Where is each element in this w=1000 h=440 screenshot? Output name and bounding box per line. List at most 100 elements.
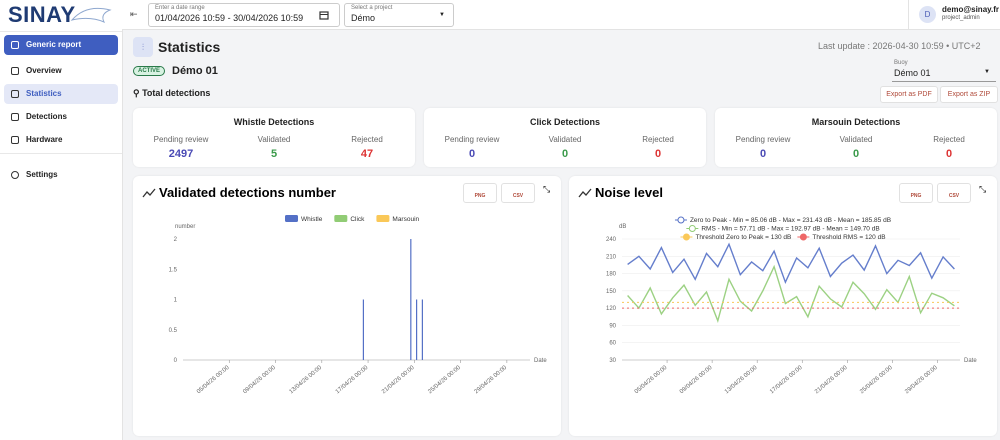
- legend-label: Click: [350, 216, 365, 223]
- menu-label: Detections: [26, 112, 67, 121]
- menu-item[interactable]: Overview: [4, 61, 118, 81]
- chart-card: Validated detections number 0 0.5 1 1.5 2 numb…: [133, 176, 561, 436]
- menu-item[interactable]: Statistics: [4, 84, 118, 104]
- menu-label: Hardware: [26, 135, 63, 144]
- card-title: Whistle Detections: [233, 117, 315, 127]
- stat-label: Pending review: [735, 135, 791, 144]
- y-tick-label: 1: [174, 298, 178, 304]
- menu-icon: [11, 41, 19, 49]
- detection-card: Marsouin Detections Pending review 0 Valida…: [715, 108, 997, 167]
- dropdown-arrow: ▼: [439, 12, 445, 18]
- menu-label: Overview: [26, 66, 62, 75]
- legend-swatch: [376, 215, 390, 222]
- user-role: project_admin: [942, 15, 980, 21]
- x-tick-label: 05/04/26 00:00: [196, 365, 231, 396]
- x-tick-label: 21/04/26 00:00: [814, 365, 849, 396]
- expand-icon[interactable]: ⤡: [543, 184, 551, 194]
- sidebar: SINAY Settings Generic report Overview Sta…: [0, 0, 123, 440]
- topbar: ⇤ Enter a date range 01/04/2026 10:59 - …: [122, 0, 1000, 30]
- date-picker[interactable]: Enter a date range 01/04/2026 10:59 - 30…: [148, 3, 340, 27]
- stat-value: 5: [270, 148, 278, 160]
- dropdown-arrow: ▼: [984, 69, 990, 75]
- stat-label: Pending review: [444, 135, 500, 144]
- export-button[interactable]: CSV: [501, 183, 535, 203]
- x-tick-label: 21/04/26 00:00: [381, 365, 416, 396]
- line: [627, 264, 955, 324]
- y-tick-label: 2: [174, 237, 178, 243]
- y-tick-label: 240: [606, 237, 617, 243]
- section-title: ⚲ Total detections: [133, 88, 211, 98]
- x-axis-label: Date: [964, 358, 977, 364]
- bar: [410, 239, 412, 360]
- field-value: Démo 01: [894, 68, 931, 78]
- expand-icon[interactable]: ⤡: [979, 184, 987, 194]
- page-icon: ⫶: [133, 37, 153, 57]
- export-button[interactable]: PNG: [463, 183, 497, 203]
- stat-value: 0: [945, 148, 953, 160]
- x-tick-label: 29/04/26 00:00: [474, 365, 509, 396]
- legend-marker: [682, 233, 690, 241]
- x-tick-label: 17/04/26 00:00: [769, 365, 804, 396]
- chart-title: Noise level: [595, 185, 663, 200]
- legend-label: Threshold RMS = 120 dB: [812, 234, 885, 241]
- field-label: Buoy: [894, 60, 908, 66]
- field-value: 01/04/2026 10:59 - 30/04/2026 10:59: [155, 13, 304, 23]
- stat-label: Pending review: [153, 135, 209, 144]
- field-label: Enter a date range: [155, 5, 205, 11]
- section-label: Total detections: [142, 88, 211, 98]
- project-select[interactable]: Select a project Démo ▼: [344, 3, 454, 27]
- logo: SINAY: [8, 2, 76, 27]
- export-zip-button[interactable]: Export as ZIP: [940, 86, 998, 103]
- stat-value: 0: [852, 148, 860, 160]
- y-tick-label: 120: [606, 306, 617, 312]
- y-tick-label: 60: [609, 341, 616, 347]
- menu-item[interactable]: Generic report: [4, 35, 118, 55]
- legend-label: Zero to Peak - Min = 85.06 dB - Max = 23…: [690, 217, 891, 224]
- legend-label: RMS - Min = 57.71 dB - Max = 192.97 dB -…: [701, 226, 879, 233]
- stat-label: Validated: [257, 135, 291, 144]
- buoy-select[interactable]: Buoy Démo 01 ▼: [892, 59, 996, 82]
- legend-item: Threshold RMS = 120 dB: [797, 233, 886, 241]
- y-tick-label: 30: [609, 358, 616, 364]
- export-button[interactable]: CSV: [937, 183, 971, 203]
- legend-marker: [688, 225, 696, 232]
- status-badge: ACTIVE: [133, 66, 166, 76]
- x-tick-label: 09/04/26 00:00: [242, 365, 277, 396]
- stat-label: Validated: [548, 135, 582, 144]
- export-button[interactable]: PNG: [899, 183, 933, 203]
- field-label: Select a project: [351, 5, 393, 11]
- legend-marker: [799, 233, 807, 241]
- collapse-icon[interactable]: ⇤: [130, 9, 138, 19]
- chart-card: Noise level 30 60 90 120 150 180 210 240 dB Date 05…: [569, 176, 997, 436]
- menu-icon: [11, 67, 19, 75]
- menu-settings[interactable]: Settings: [4, 165, 118, 185]
- detection-card: Click Detections Pending review 0 Validated…: [424, 108, 706, 167]
- legend-label: Whistle: [301, 216, 323, 223]
- legend-swatch: [285, 215, 298, 222]
- menu-icon: [11, 113, 19, 121]
- stat-value: 2497: [168, 148, 194, 160]
- avatar[interactable]: D: [919, 6, 936, 23]
- y-tick-label: 180: [606, 272, 617, 278]
- stat-label: Validated: [839, 135, 873, 144]
- card-title: Marsouin Detections: [811, 117, 901, 127]
- stat-label: Rejected: [933, 135, 965, 144]
- chart: Noise level 30 60 90 120 150 180 210 240 dB Date 05…: [578, 185, 977, 396]
- y-tick-label: 1.5: [169, 267, 178, 273]
- menu-item[interactable]: Detections: [4, 107, 118, 127]
- export-pdf-button[interactable]: Export as PDF: [880, 86, 938, 103]
- stat-value: 0: [654, 148, 662, 160]
- stat-value: 0: [468, 148, 476, 160]
- legend-label: Threshold Zero to Peak = 130 dB: [695, 234, 791, 241]
- page-title: Statistics: [158, 39, 221, 55]
- x-tick-label: 13/04/26 00:00: [289, 365, 324, 396]
- menu-label: Settings: [26, 170, 58, 179]
- x-tick-label: 05/04/26 00:00: [634, 365, 669, 396]
- stat-value: 47: [360, 148, 374, 160]
- y-axis-label: dB: [619, 224, 626, 230]
- bar: [421, 299, 423, 360]
- bar: [416, 299, 418, 360]
- menu-item[interactable]: Hardware: [4, 130, 118, 150]
- legend-marker: [677, 216, 685, 224]
